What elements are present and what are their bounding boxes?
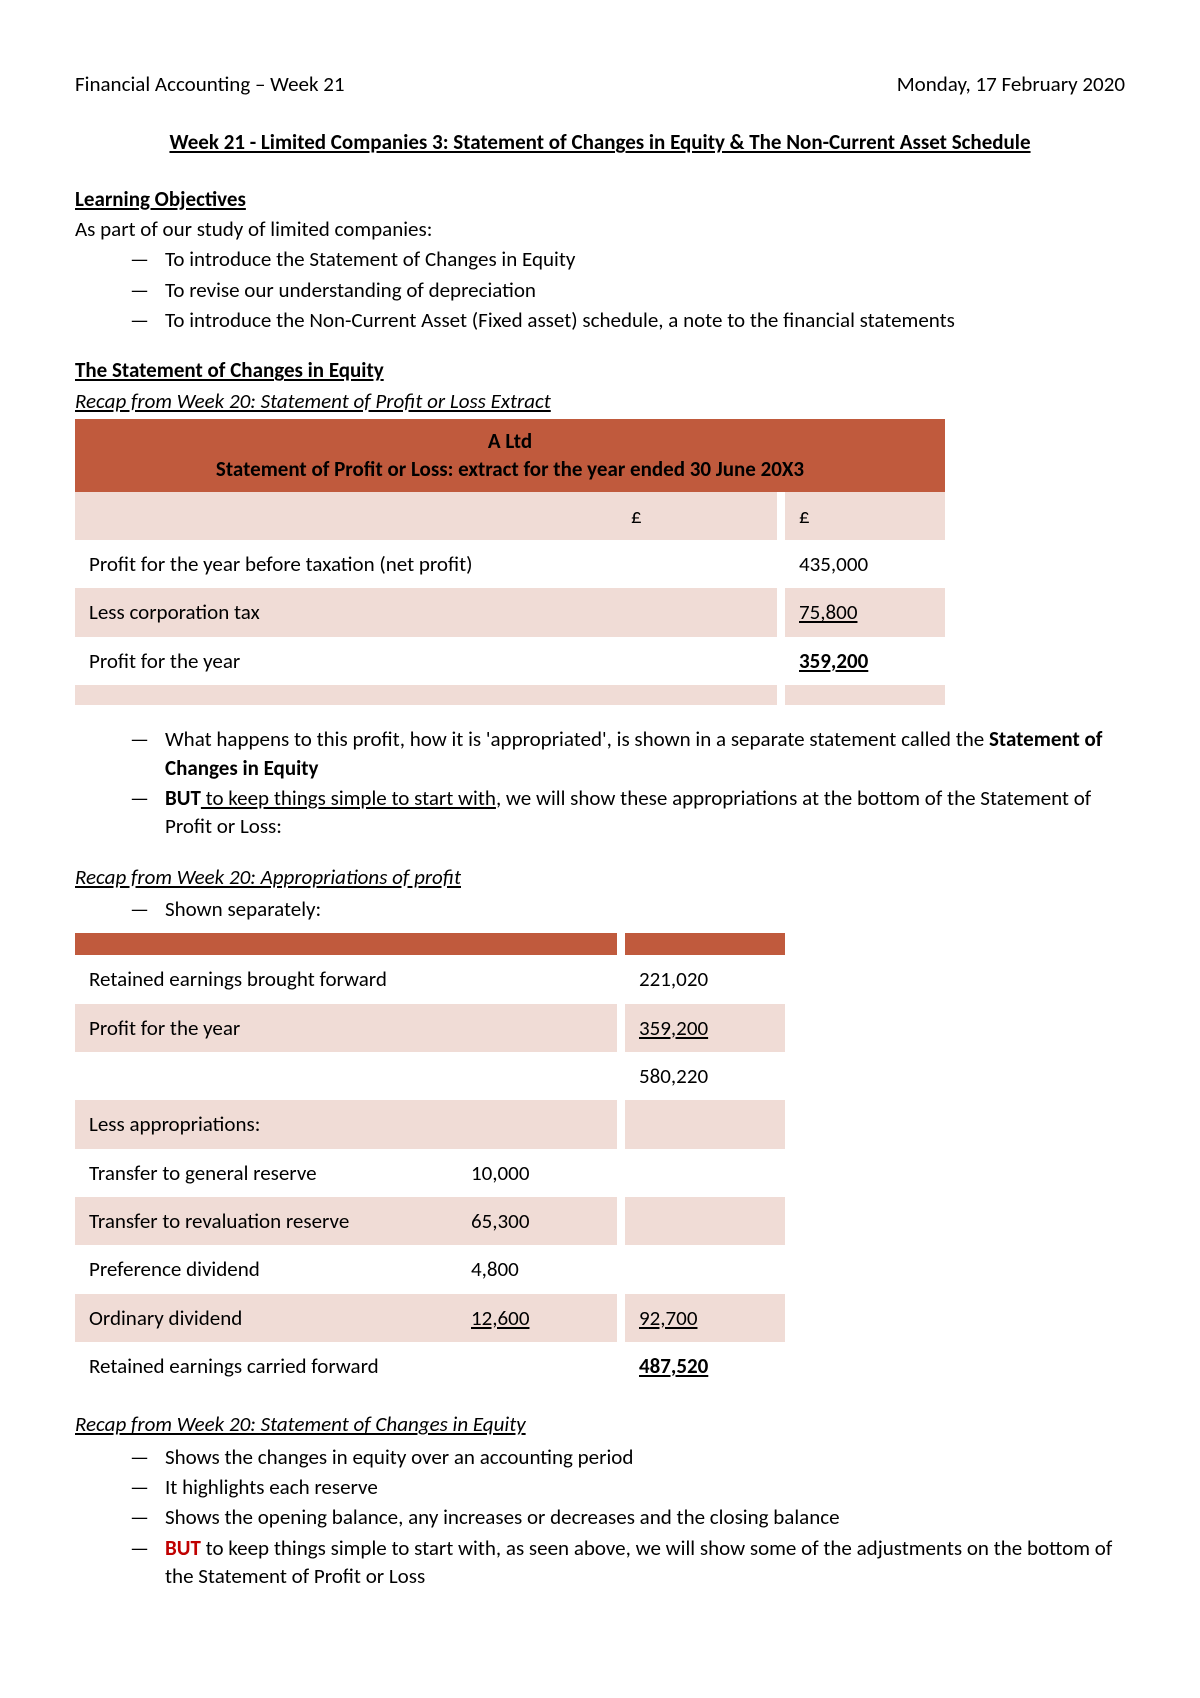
soce-heading: The Statement of Changes in Equity — [75, 356, 1125, 384]
learning-heading: Learning Objectives — [75, 185, 1125, 213]
list-item: What happens to this profit, how it is '… — [130, 725, 1125, 782]
list-item: To revise our understanding of depreciat… — [130, 276, 1125, 304]
table-header-row — [75, 933, 785, 955]
table-row: Profit for the year 359,200 — [75, 1004, 785, 1052]
page-header: Financial Accounting – Week 21 Monday, 1… — [75, 70, 1125, 98]
table-row: 580,220 — [75, 1052, 785, 1100]
list-item: Shows the opening balance, any increases… — [130, 1503, 1125, 1531]
list-item: It highlights each reserve — [130, 1473, 1125, 1501]
page-title: Week 21 - Limited Companies 3: Statement… — [75, 128, 1125, 156]
list-item: BUT to keep things simple to start with,… — [130, 1534, 1125, 1591]
recap2-heading: Recap from Week 20: Appropriations of pr… — [75, 863, 1125, 891]
header-right: Monday, 17 February 2020 — [897, 70, 1125, 98]
table-subtitle: Statement of Profit or Loss: extract for… — [89, 455, 931, 483]
currency-label: £ — [617, 492, 777, 540]
list-item: To introduce the Non-Current Asset (Fixe… — [130, 306, 1125, 334]
header-left: Financial Accounting – Week 21 — [75, 70, 345, 98]
appropriations-table: Retained earnings brought forward 221,02… — [75, 933, 785, 1390]
table-row: Profit for the year 359,200 — [75, 637, 945, 685]
learning-intro: As part of our study of limited companie… — [75, 215, 1125, 243]
table-row: Retained earnings brought forward 221,02… — [75, 955, 785, 1003]
shown-sep-list: Shown separately: — [75, 895, 1125, 923]
currency-label: £ — [785, 492, 945, 540]
company-name: A Ltd — [89, 427, 931, 455]
recap1-heading: Recap from Week 20: Statement of Profit … — [75, 387, 1125, 415]
profit-loss-table: A Ltd Statement of Profit or Loss: extra… — [75, 419, 945, 705]
recap3-heading: Recap from Week 20: Statement of Changes… — [75, 1410, 1125, 1438]
spacer-row — [75, 685, 945, 705]
list-item: Shown separately: — [130, 895, 1125, 923]
learning-objectives: Learning Objectives As part of our study… — [75, 185, 1125, 335]
table-row: Less corporation tax 75,800 — [75, 588, 945, 636]
list-item: To introduce the Statement of Changes in… — [130, 245, 1125, 273]
currency-row: £ £ — [75, 492, 945, 540]
table-header-row: A Ltd Statement of Profit or Loss: extra… — [75, 419, 945, 492]
table-row: Preference dividend 4,800 — [75, 1245, 785, 1293]
table-row: Transfer to general reserve 10,000 — [75, 1149, 785, 1197]
list-item: BUT to keep things simple to start with,… — [130, 784, 1125, 841]
after-t1-list: What happens to this profit, how it is '… — [75, 725, 1125, 840]
list-item: Shows the changes in equity over an acco… — [130, 1443, 1125, 1471]
table-row: Profit for the year before taxation (net… — [75, 540, 945, 588]
table-row: Ordinary dividend 12,600 92,700 — [75, 1294, 785, 1342]
learning-list: To introduce the Statement of Changes in… — [75, 245, 1125, 334]
table-row: Less appropriations: — [75, 1100, 785, 1148]
table-row: Transfer to revaluation reserve 65,300 — [75, 1197, 785, 1245]
recap3-list: Shows the changes in equity over an acco… — [75, 1443, 1125, 1591]
table-row: Retained earnings carried forward 487,52… — [75, 1342, 785, 1390]
